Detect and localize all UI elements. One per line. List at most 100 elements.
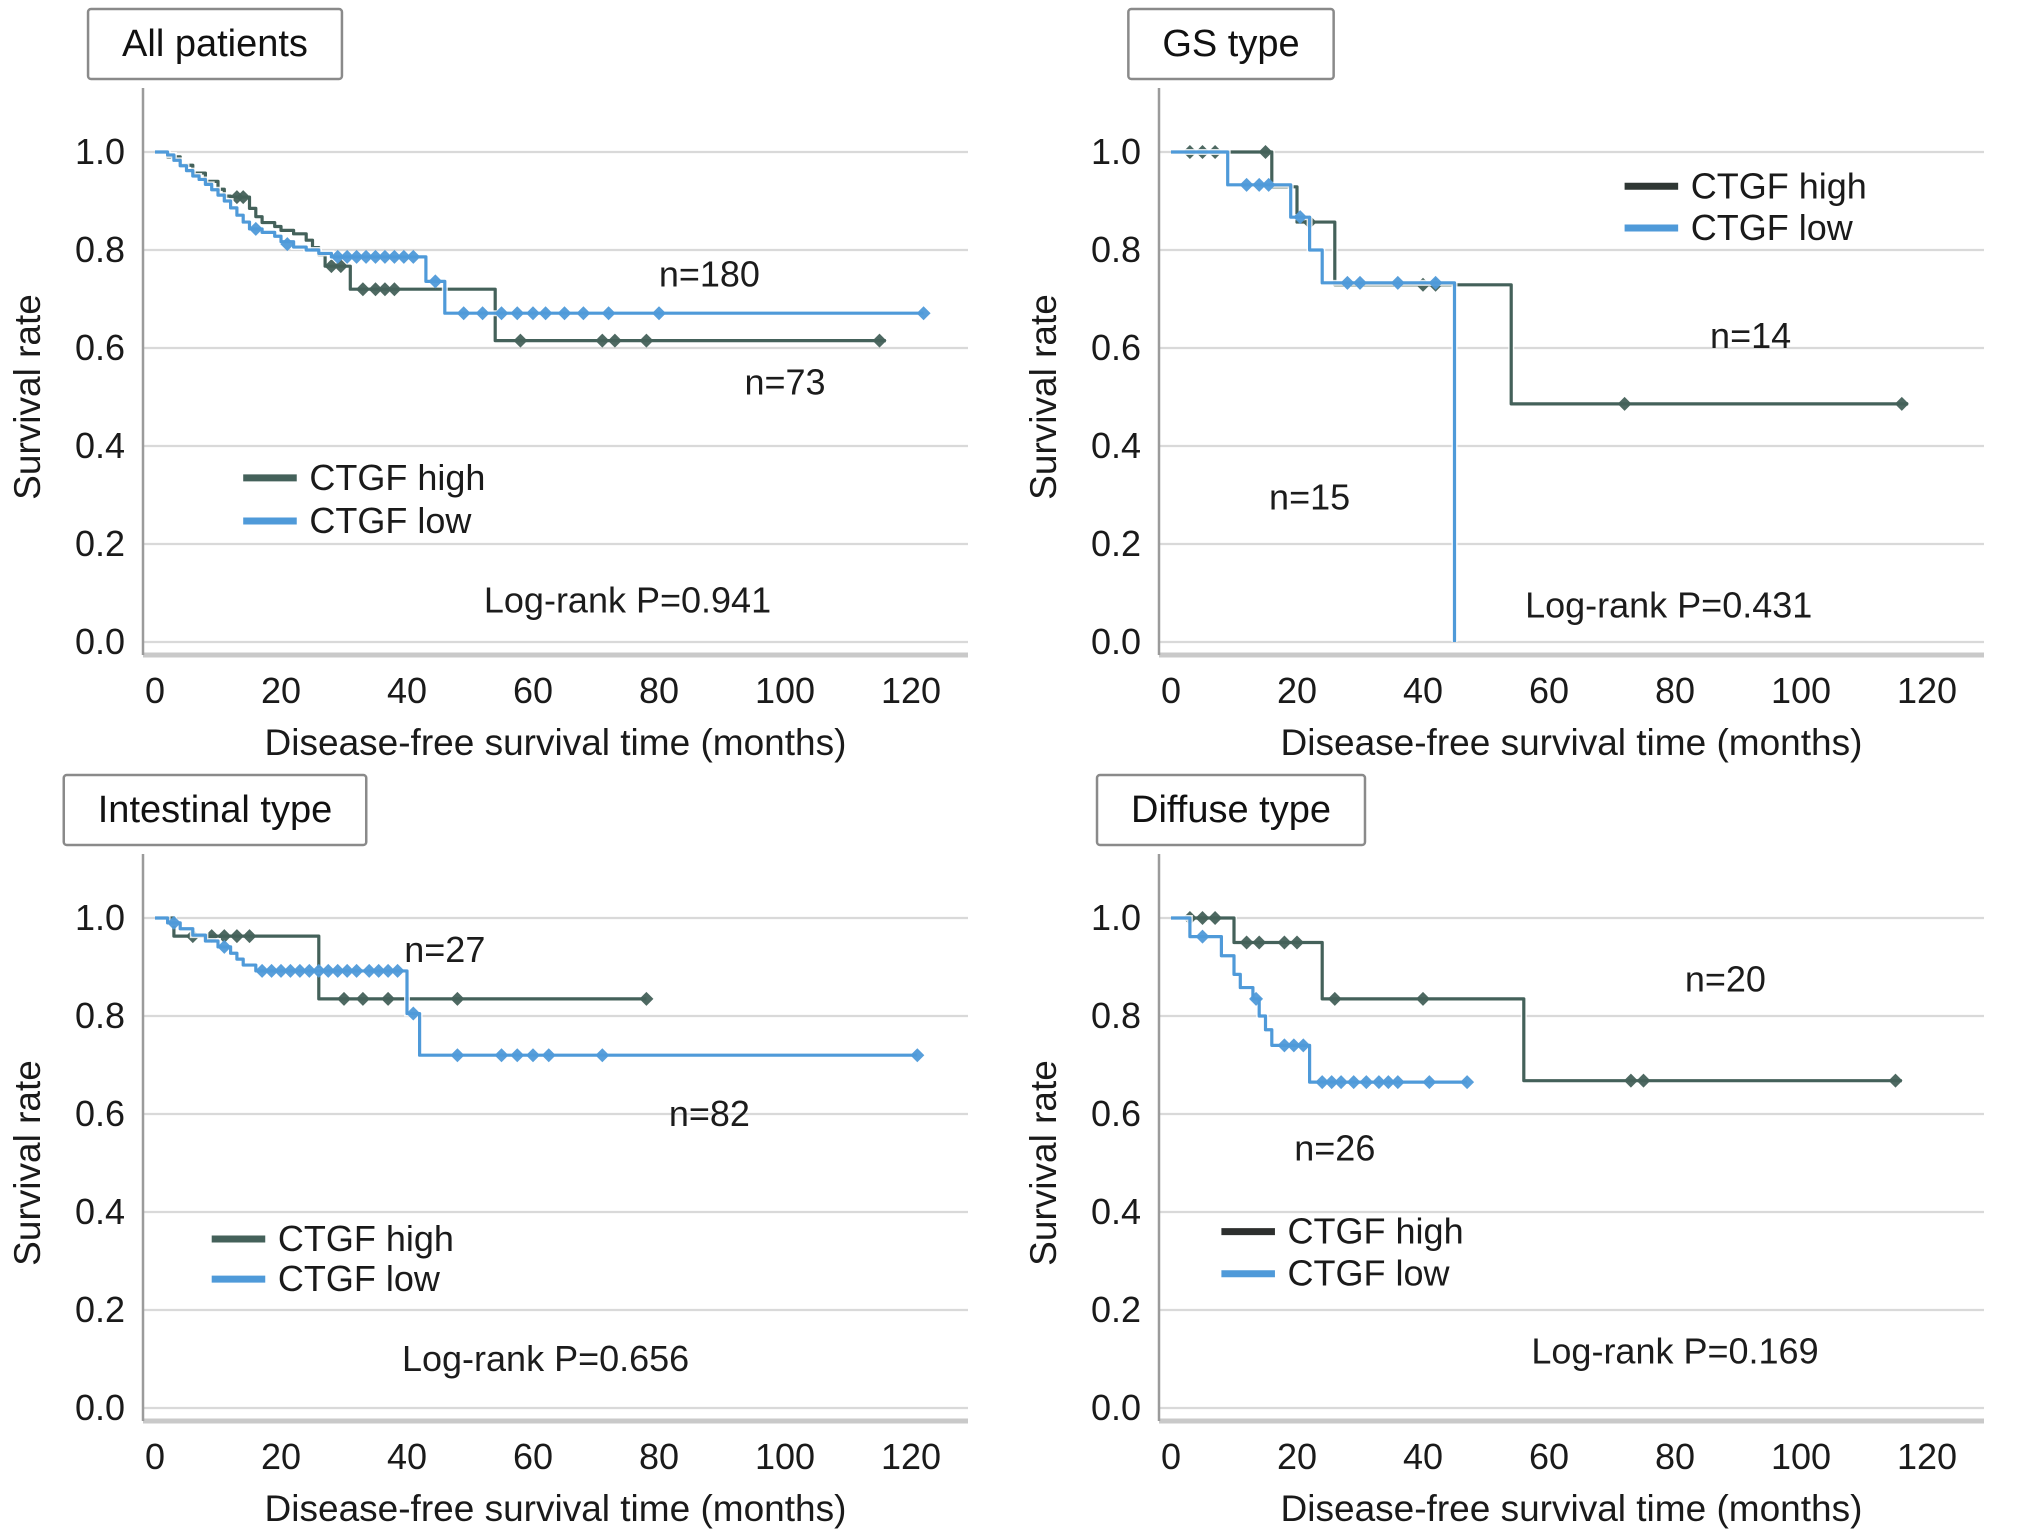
censor-mark bbox=[248, 221, 263, 236]
censor-mark bbox=[510, 306, 525, 321]
x-tick-label: 40 bbox=[387, 670, 427, 711]
censor-mark bbox=[1371, 1075, 1386, 1090]
y-tick-label: 0.8 bbox=[75, 229, 125, 270]
censor-mark bbox=[362, 963, 377, 978]
censor-mark bbox=[1277, 935, 1292, 950]
panel-title: GS type bbox=[1162, 23, 1299, 65]
censor-mark bbox=[330, 963, 345, 978]
x-tick-label: 100 bbox=[755, 1436, 815, 1477]
y-tick-label: 0.0 bbox=[75, 621, 125, 662]
x-tick-label: 20 bbox=[1277, 670, 1317, 711]
censor-mark bbox=[1252, 935, 1267, 950]
y-tick-label: 0.4 bbox=[75, 1191, 125, 1232]
censor-mark bbox=[595, 333, 610, 348]
x-tick-label: 20 bbox=[1277, 1436, 1317, 1477]
x-tick-label: 60 bbox=[1529, 1436, 1569, 1477]
censor-mark bbox=[607, 333, 622, 348]
censor-mark bbox=[396, 249, 411, 264]
km-panel: 0.0 0.2 0.4 0.6 0.8 1.0 0 20 40 60 80 100 120 Disease… bbox=[1016, 0, 2032, 766]
y-tick-label: 0.6 bbox=[75, 327, 125, 368]
censor-mark bbox=[274, 963, 288, 978]
x-tick-label: 40 bbox=[1403, 670, 1443, 711]
censor-mark bbox=[428, 274, 443, 289]
log-rank-label: Log-rank P=0.169 bbox=[1531, 1331, 1818, 1372]
legend-label: CTGF low bbox=[1691, 207, 1854, 248]
y-tick-label: 0.2 bbox=[75, 1289, 125, 1330]
censor-mark bbox=[229, 929, 244, 944]
n-count-label: n=82 bbox=[669, 1093, 750, 1134]
km-chart-svg: 0.0 0.2 0.4 0.6 0.8 1.0 0 20 40 60 80 100 120 Disease… bbox=[1023, 773, 1984, 1529]
censor-mark bbox=[371, 963, 386, 978]
censor-mark bbox=[1346, 1075, 1361, 1090]
censor-mark bbox=[1249, 991, 1264, 1006]
y-tick-label: 1.0 bbox=[1091, 897, 1141, 938]
x-axis-title: Disease-free survival time (months) bbox=[1281, 722, 1863, 763]
censor-mark bbox=[1416, 991, 1430, 1006]
y-tick-label: 0.0 bbox=[1091, 1387, 1141, 1428]
log-rank-label: Log-rank P=0.656 bbox=[402, 1338, 689, 1379]
km-curve-high bbox=[155, 916, 647, 1001]
km-curve-low bbox=[155, 150, 924, 315]
censor-mark bbox=[1296, 1038, 1311, 1053]
x-axis-title: Disease-free survival time (months) bbox=[265, 1488, 847, 1529]
x-tick-label: 120 bbox=[1897, 1436, 1957, 1477]
censor-mark bbox=[359, 249, 374, 264]
y-tick-label: 0.4 bbox=[75, 425, 125, 466]
censor-mark bbox=[456, 306, 471, 321]
y-tick-label: 1.0 bbox=[75, 131, 125, 172]
censor-mark bbox=[652, 306, 666, 321]
censor-mark bbox=[1422, 1075, 1437, 1090]
x-tick-label: 40 bbox=[1403, 1436, 1443, 1477]
censor-mark bbox=[1623, 1073, 1638, 1088]
panel-title-box bbox=[86, 7, 344, 81]
y-tick-label: 0.4 bbox=[1091, 425, 1141, 466]
km-chart-svg: 0.0 0.2 0.4 0.6 0.8 1.0 0 20 40 60 80 100 120 Disease… bbox=[7, 7, 968, 763]
n-count-label: n=15 bbox=[1269, 476, 1350, 517]
censor-mark bbox=[1208, 911, 1223, 925]
censor-mark bbox=[1894, 396, 1909, 411]
y-tick-label: 0.2 bbox=[75, 523, 125, 564]
censor-mark bbox=[1195, 929, 1210, 944]
x-tick-label: 20 bbox=[261, 1436, 301, 1477]
censor-mark bbox=[1239, 177, 1254, 192]
censor-mark bbox=[510, 1048, 525, 1063]
km-curve-low bbox=[1171, 916, 1468, 1084]
n-count-label: n=27 bbox=[404, 929, 485, 970]
n-count-label: n=73 bbox=[744, 361, 825, 402]
x-tick-label: 120 bbox=[881, 1436, 941, 1477]
censor-mark bbox=[255, 963, 270, 978]
censor-mark bbox=[355, 991, 370, 1006]
legend-label: CTGF high bbox=[278, 1218, 454, 1259]
km-panel: 0.0 0.2 0.4 0.6 0.8 1.0 0 20 40 60 80 100 120 Disease… bbox=[0, 0, 1016, 766]
censor-mark bbox=[283, 963, 298, 978]
km-chart-svg: 0.0 0.2 0.4 0.6 0.8 1.0 0 20 40 60 80 100 120 Disease… bbox=[7, 773, 968, 1529]
censor-mark bbox=[1286, 1038, 1301, 1053]
x-tick-label: 100 bbox=[1771, 670, 1831, 711]
x-tick-label: 80 bbox=[1655, 670, 1695, 711]
x-tick-label: 80 bbox=[639, 670, 679, 711]
x-tick-label: 100 bbox=[755, 670, 815, 711]
y-axis-title: Survival rate bbox=[7, 294, 48, 500]
x-tick-label: 80 bbox=[639, 1436, 679, 1477]
censor-mark bbox=[910, 1048, 925, 1063]
censor-mark bbox=[349, 249, 364, 264]
panel-title: Intestinal type bbox=[98, 789, 332, 831]
x-axis-title: Disease-free survival time (months) bbox=[265, 722, 847, 763]
y-tick-label: 0.2 bbox=[1091, 1289, 1141, 1330]
censor-mark bbox=[1324, 1075, 1339, 1090]
censor-mark bbox=[538, 306, 553, 321]
y-tick-label: 0.8 bbox=[1091, 229, 1141, 270]
panel-title-box bbox=[1127, 7, 1335, 81]
y-tick-label: 0.2 bbox=[1091, 523, 1141, 564]
censor-mark bbox=[340, 963, 355, 978]
x-tick-label: 80 bbox=[1655, 1436, 1695, 1477]
censor-mark bbox=[236, 190, 251, 205]
censor-mark bbox=[1353, 275, 1367, 290]
panel-title: Diffuse type bbox=[1131, 789, 1331, 831]
censor-mark bbox=[526, 1048, 540, 1063]
log-rank-label: Log-rank P=0.941 bbox=[484, 579, 771, 620]
y-tick-label: 0.0 bbox=[75, 1387, 125, 1428]
panel-title-box bbox=[62, 773, 368, 847]
